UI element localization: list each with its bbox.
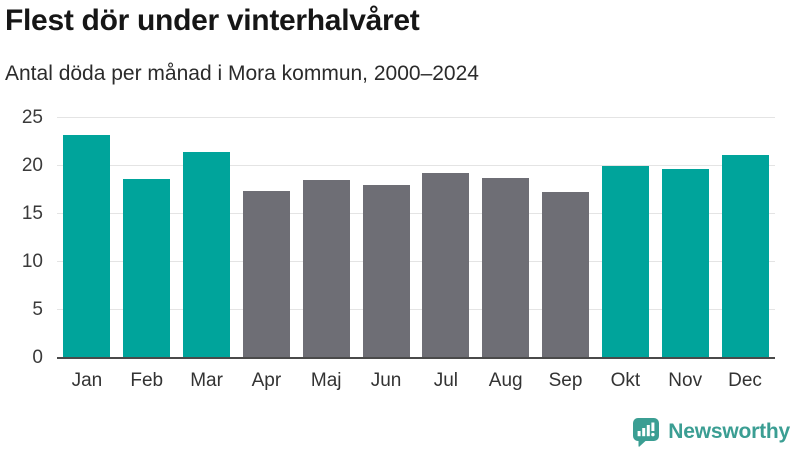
bar-maj xyxy=(302,180,350,358)
bar-jan xyxy=(63,135,111,358)
x-tick-label-jun: Jun xyxy=(370,370,402,391)
chart-subtitle: Antal döda per månad i Mora kommun, 2000… xyxy=(5,62,479,85)
x-axis-line xyxy=(57,357,775,359)
bar-feb xyxy=(123,178,171,358)
bar-slot-nov xyxy=(655,118,715,358)
bar-okt xyxy=(601,166,649,358)
brand-name: Newsworthy xyxy=(668,420,790,443)
bars-group xyxy=(57,118,775,358)
y-tick-label-5: 5 xyxy=(32,299,43,320)
x-tick-label-apr: Apr xyxy=(251,370,282,391)
bar-slot-feb xyxy=(117,118,177,358)
gridline-20 xyxy=(57,165,775,166)
x-tick-label-maj: Maj xyxy=(310,370,342,391)
bar-dec xyxy=(721,155,769,358)
x-tick-label-okt: Okt xyxy=(610,370,641,391)
x-tick-label-jan: Jan xyxy=(71,370,103,391)
bar-jul xyxy=(422,172,470,358)
gridline-5 xyxy=(57,309,775,310)
x-tick-label-feb: Feb xyxy=(130,370,164,391)
bar-aug xyxy=(482,177,530,358)
plot-area xyxy=(57,117,775,359)
gridline-15 xyxy=(57,213,775,214)
bar-jun xyxy=(362,185,410,358)
x-tick-label-dec: Dec xyxy=(728,370,762,391)
x-tick-label-aug: Aug xyxy=(488,370,523,391)
bar-slot-sep xyxy=(536,118,596,358)
y-axis-labels: 0 5 10 15 20 25 xyxy=(0,107,46,368)
x-tick-label-nov: Nov xyxy=(668,370,703,391)
newsworthy-logo-icon xyxy=(633,418,660,447)
y-tick-label-15: 15 xyxy=(21,203,43,224)
bar-sep xyxy=(542,191,590,358)
bar-slot-aug xyxy=(476,118,536,358)
y-tick-label-10: 10 xyxy=(21,251,43,272)
gridline-25 xyxy=(57,117,775,118)
bar-chart: 0 5 10 15 20 25 Jan Feb Mar Apr Maj Jun Jul Aug Sep Ok… xyxy=(0,107,800,392)
bar-mar xyxy=(183,151,231,358)
bar-nov xyxy=(661,168,709,358)
bar-slot-jan xyxy=(57,118,117,358)
x-tick-label-sep: Sep xyxy=(548,370,583,391)
x-tick-label-mar: Mar xyxy=(190,370,223,391)
gridline-10 xyxy=(57,261,775,262)
bar-slot-jul xyxy=(416,118,476,358)
y-tick-label-25: 25 xyxy=(21,107,43,128)
bar-slot-apr xyxy=(236,118,296,358)
x-tick-label-jul: Jul xyxy=(433,370,459,391)
bar-apr xyxy=(242,191,290,358)
bar-slot-mar xyxy=(177,118,237,358)
bar-slot-dec xyxy=(715,118,775,358)
x-axis-labels: Jan Feb Mar Apr Maj Jun Jul Aug Sep Okt Nov Dec xyxy=(57,370,775,392)
brand-footer[interactable]: Newsworthy xyxy=(632,417,790,447)
bar-slot-okt xyxy=(595,118,655,358)
chart-title: Flest dör under vinterhalvåret xyxy=(5,4,420,37)
bar-slot-maj xyxy=(296,118,356,358)
y-tick-label-20: 20 xyxy=(21,155,43,176)
bar-slot-jun xyxy=(356,118,416,358)
y-tick-label-0: 0 xyxy=(32,347,43,368)
